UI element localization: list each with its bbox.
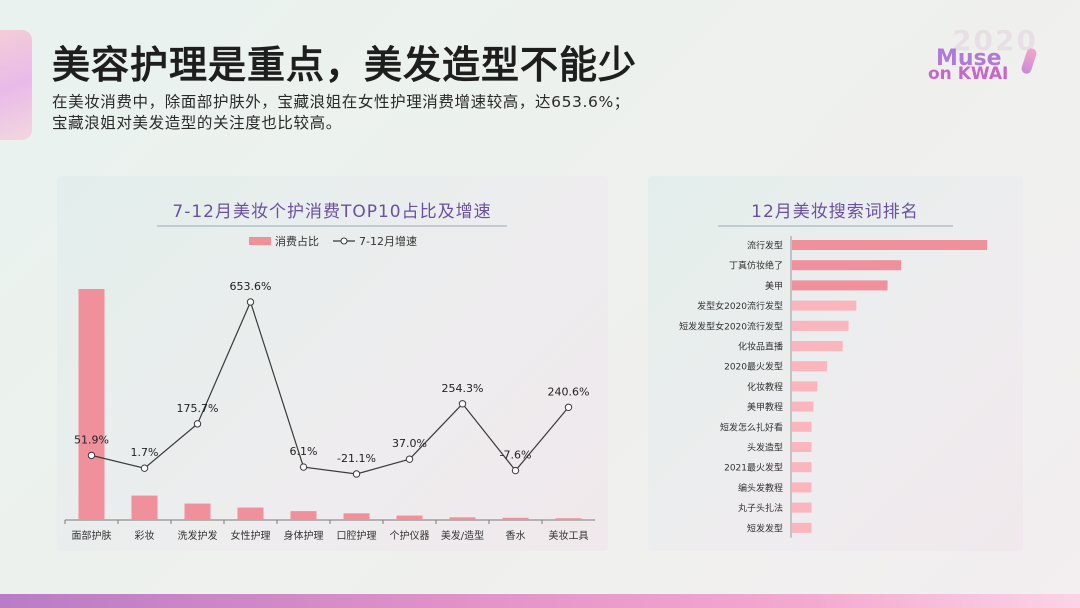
search-term-label: 短发怎么扎好看 [720, 421, 783, 433]
growth-data-label: -7.6% [500, 449, 532, 462]
logo-muse-text: Muse [936, 46, 1002, 71]
search-term-label: 编头发教程 [738, 482, 783, 494]
x-tick-label: 面部护肤 [72, 529, 112, 542]
search-term-bar [792, 502, 812, 513]
growth-point [511, 466, 520, 475]
growth-point [87, 451, 96, 460]
search-term-bar [792, 260, 902, 271]
growth-data-label: 1.7% [131, 446, 159, 459]
bar-share [237, 507, 264, 520]
search-term-label: 发型女2020流行发型 [697, 300, 783, 312]
growth-data-label: 653.6% [230, 280, 272, 293]
growth-point [405, 455, 414, 463]
corner-accent-decoration [0, 30, 32, 140]
search-term-label: 头发造型 [747, 442, 783, 454]
x-tick-label: 身体护理 [284, 529, 324, 542]
search-term-label: 化妆品直播 [738, 341, 783, 353]
consumption-chart-panel: 7-12月美妆个护消费TOP10占比及增速消费占比 7-12月增速面部护肤 彩妆 洗发… [57, 176, 608, 551]
x-tick-label: 口腔护理 [337, 529, 377, 542]
growth-data-label: 240.6% [548, 385, 590, 398]
logo-onkwai-text: on KWAI [928, 64, 1009, 84]
search-term-label: 美甲教程 [747, 401, 783, 413]
bar-share [290, 511, 317, 520]
legend-bar-swatch [249, 237, 271, 245]
search-term-label: 流行发型 [747, 240, 783, 252]
search-term-label: 2020最火发型 [724, 361, 783, 373]
growth-point [564, 403, 573, 411]
legend-bar-label: 消费占比 [275, 234, 319, 248]
search-ranking-chart: 12月美妆搜索词排名流行发型丁真仿妆绝了美甲发型女2020流行发型短发发型女20… [679, 202, 987, 538]
x-tick-label: 彩妆 [135, 529, 155, 542]
subtitle-line-2: 宝藏浪姐对美发造型的关注度也比较高。 [52, 114, 342, 132]
x-tick-label: 女性护理 [231, 529, 271, 542]
page-title: 美容护理是重点，美发造型不能少 [52, 43, 638, 87]
growth-data-label: 37.0% [392, 437, 427, 450]
growth-point [193, 420, 202, 428]
bar-share [555, 518, 582, 520]
bar-share [449, 517, 476, 520]
bar-share [131, 495, 158, 520]
search-term-bar [792, 442, 812, 452]
growth-data-label: 51.9% [74, 433, 109, 446]
search-term-label: 化妆教程 [747, 381, 783, 393]
growth-data-label: 175.7% [177, 402, 219, 415]
growth-data-label: -21.1% [337, 452, 376, 465]
x-tick-label: 洗发护发 [178, 529, 218, 542]
search-term-bar [792, 522, 812, 533]
bar-share [343, 513, 370, 520]
bar-share [396, 515, 423, 520]
bar-share [78, 289, 105, 520]
growth-point [352, 470, 361, 478]
search-term-label: 美甲 [765, 280, 783, 292]
page-subtitle: 在美妆消费中，除面部护肤外，宝藏浪姐在女性护理消费增速较高，达653.6%； 宝… [52, 92, 630, 134]
search-term-bar [792, 320, 849, 331]
search-term-bar [792, 341, 843, 351]
growth-point [246, 298, 255, 306]
search-term-bar [792, 300, 857, 311]
x-tick-label: 美发/造型 [441, 529, 484, 542]
legend-line-marker [340, 237, 348, 245]
search-term-label: 2021最火发型 [724, 462, 783, 474]
x-tick-label: 个护仪器 [390, 529, 430, 542]
search-term-bar [792, 482, 812, 493]
search-term-bar [792, 280, 888, 291]
search-ranking-panel: 12月美妆搜索词排名流行发型丁真仿妆绝了美甲发型女2020流行发型短发发型女20… [648, 176, 1023, 551]
bar-share [184, 503, 211, 520]
x-tick-label: 美妆工具 [549, 529, 589, 542]
search-term-label: 丸子头扎法 [738, 502, 783, 514]
muse-on-kwai-logo: 2020 Muse on KWAI [928, 24, 1038, 86]
chart-title: 12月美妆搜索词排名 [751, 202, 919, 222]
growth-point [458, 400, 467, 408]
subtitle-line-1: 在美妆消费中，除面部护肤外，宝藏浪姐在女性护理消费增速较高，达653.6%； [52, 93, 630, 111]
search-term-bar [792, 381, 818, 392]
growth-point [299, 463, 308, 471]
search-term-label: 短发发型女2020流行发型 [679, 320, 783, 332]
bar-share [502, 517, 529, 520]
search-term-label: 短发发型 [747, 522, 783, 534]
growth-point [140, 464, 149, 472]
legend-line-label: 7-12月增速 [359, 234, 417, 248]
growth-data-label: 254.3% [442, 382, 484, 395]
growth-data-label: 6.1% [290, 445, 318, 458]
search-term-label: 丁真仿妆绝了 [729, 260, 783, 272]
search-term-bar [792, 462, 812, 473]
search-term-bar [792, 240, 987, 250]
search-term-bar [792, 401, 814, 412]
search-term-bar [792, 421, 812, 432]
growth-line [91, 300, 569, 475]
search-term-bar [792, 361, 828, 372]
logo-year: 2020 [952, 24, 1038, 57]
chart-title: 7-12月美妆个护消费TOP10占比及增速 [172, 202, 491, 222]
bottom-gradient-bar [0, 594, 1080, 608]
x-tick-label: 香水 [506, 530, 526, 542]
